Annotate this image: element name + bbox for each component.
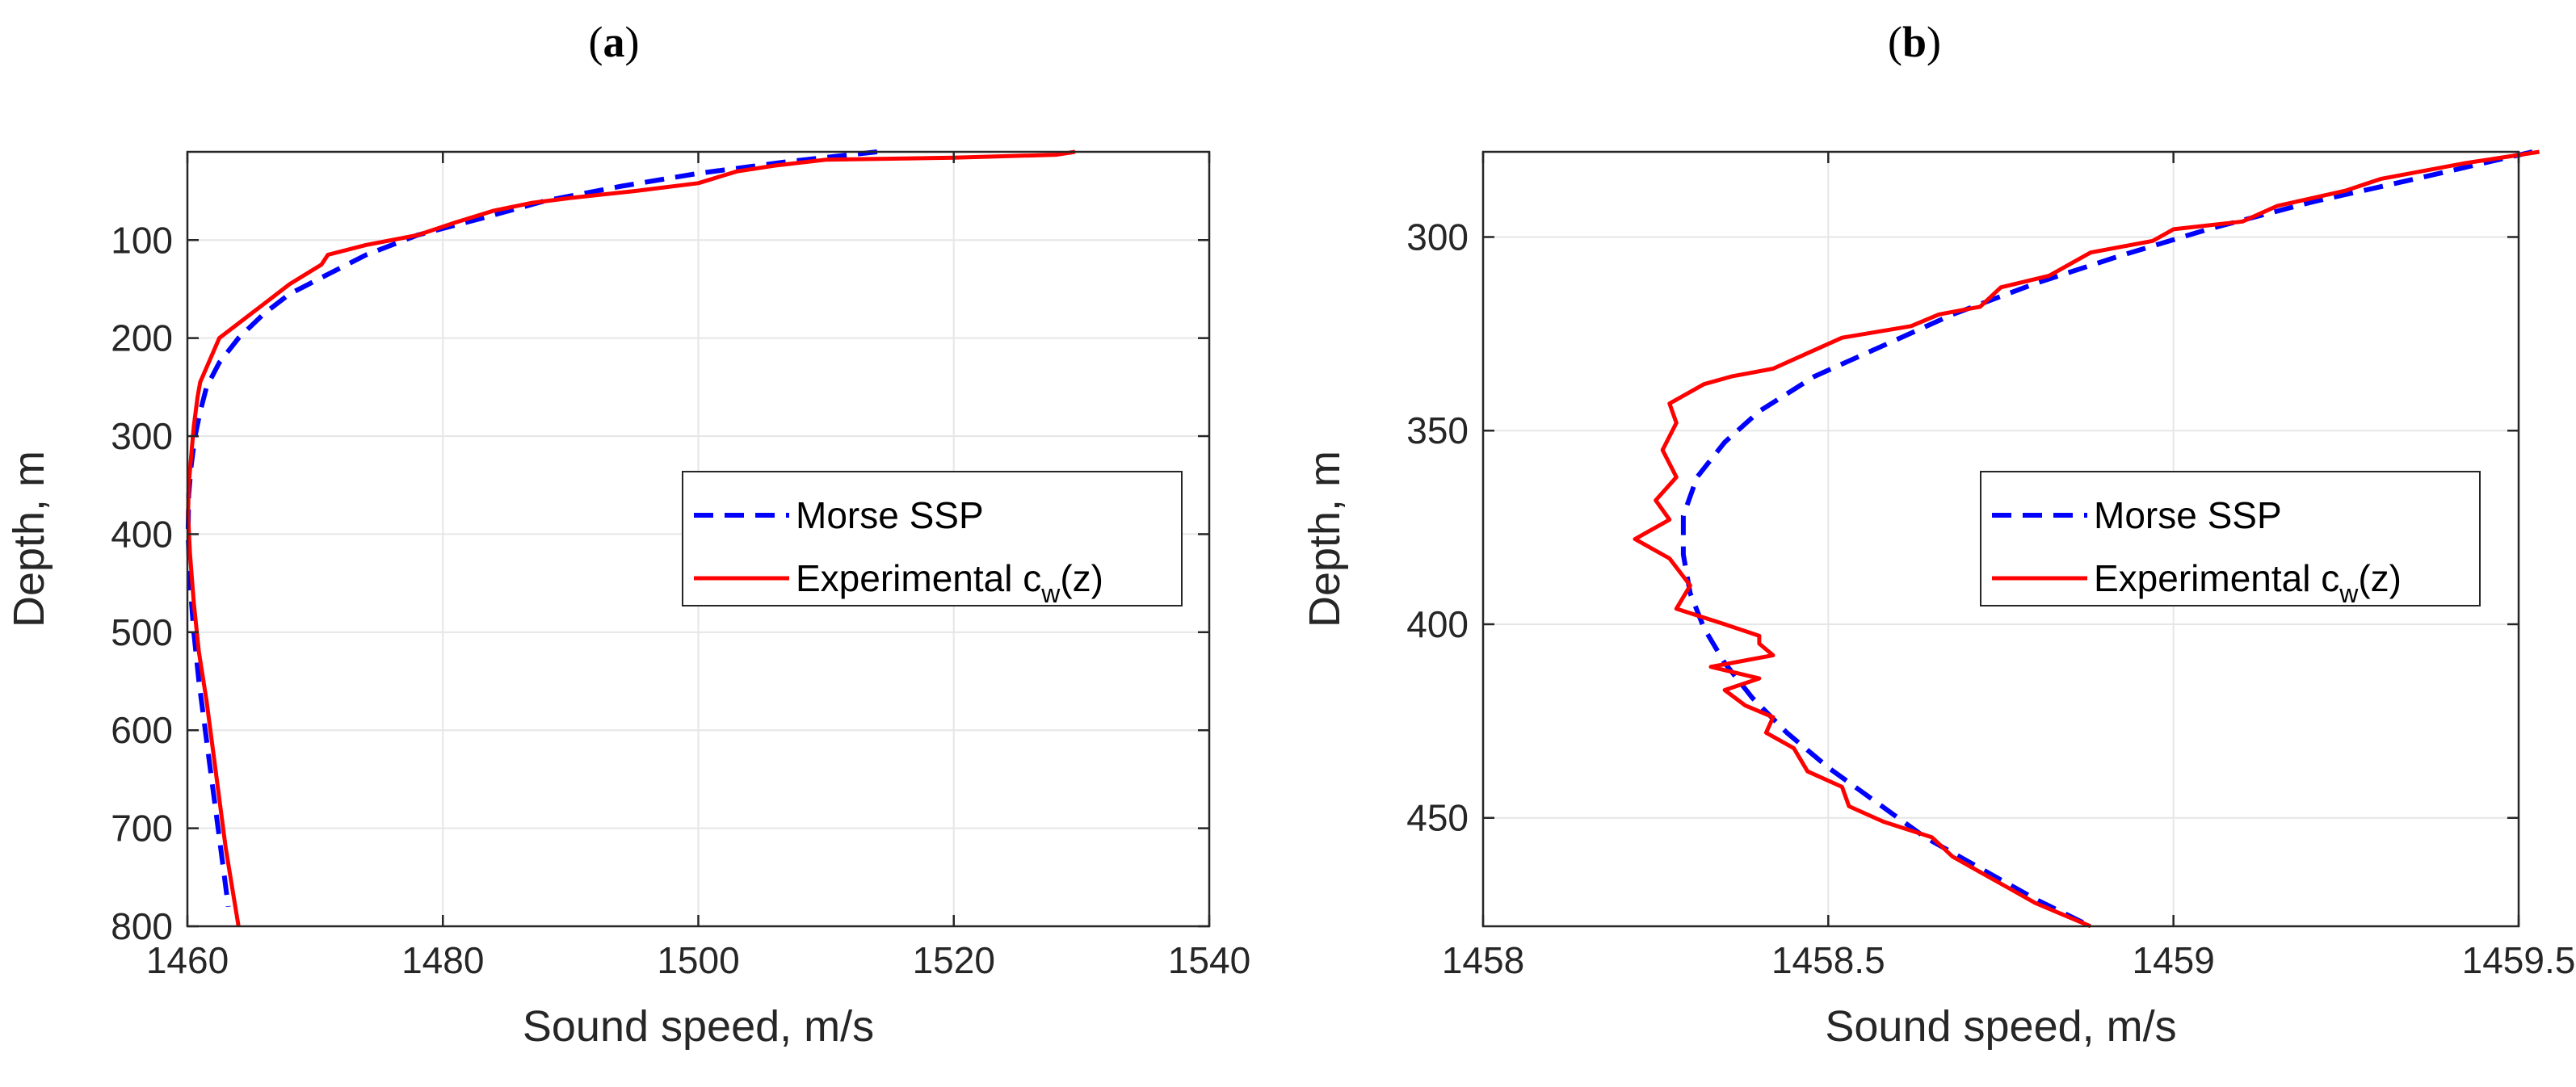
chart-panel-a: (a) 1460 1480 1500 1520 1540 100 200 300 400 500 60… bbox=[5, 18, 1250, 1051]
series-line-experimental bbox=[1633, 149, 2540, 929]
series-line-experimental bbox=[186, 149, 1076, 927]
chart-panel-b: (b) 1458 1458.5 1459 1459.5 300 350 400 450 Sound… bbox=[1301, 18, 2575, 1051]
panel-label-open: ( bbox=[589, 18, 603, 66]
legend-label: Morse SSP bbox=[2094, 494, 2282, 536]
legend-label-subscript: w bbox=[1040, 579, 1061, 608]
x-tick-label: 1458 bbox=[1442, 939, 1524, 981]
y-tick-label: 600 bbox=[111, 709, 173, 751]
legend-box bbox=[1980, 471, 2481, 606]
y-axis-title: Depth, m bbox=[5, 451, 53, 627]
legend-label-subscript: w bbox=[2339, 579, 2359, 608]
x-axis-title: Sound speed, m/s bbox=[523, 1002, 874, 1051]
panel-label: (b) bbox=[1888, 18, 1941, 66]
y-tick-label: 800 bbox=[111, 905, 173, 947]
x-tick-label: 1540 bbox=[1168, 939, 1250, 981]
legend-label-main: Experimental c bbox=[796, 557, 1041, 599]
y-tick-label: 400 bbox=[111, 513, 173, 555]
x-tick-label: 1460 bbox=[146, 939, 229, 981]
panel-label-letter: b bbox=[1902, 18, 1927, 66]
legend: Morse SSP Experimental cw(z) bbox=[1980, 471, 2481, 608]
panel-label-open: ( bbox=[1888, 18, 1902, 66]
panel-label: (a) bbox=[589, 18, 640, 66]
y-tick-label: 450 bbox=[1406, 797, 1469, 839]
axes-box bbox=[1481, 150, 2520, 928]
legend-label-suffix: (z) bbox=[1060, 557, 1103, 599]
y-tick-label: 200 bbox=[111, 317, 173, 359]
x-tick-label: 1480 bbox=[401, 939, 484, 981]
y-tick-label: 300 bbox=[1406, 216, 1469, 258]
x-tick-label: 1520 bbox=[913, 939, 995, 981]
x-tick-label: 1459.5 bbox=[2462, 939, 2576, 981]
y-tick-label: 700 bbox=[111, 808, 173, 850]
legend: Morse SSP Experimental cw(z) bbox=[682, 471, 1183, 608]
y-tick-label: 300 bbox=[111, 415, 173, 457]
panel-label-letter: a bbox=[603, 18, 625, 66]
legend-label-main: Morse SSP bbox=[2094, 494, 2282, 536]
y-tick-label: 100 bbox=[111, 219, 173, 261]
legend-label: Experimental cw(z) bbox=[2094, 557, 2402, 608]
x-axis-title: Sound speed, m/s bbox=[1825, 1002, 2176, 1051]
legend-label-suffix: (z) bbox=[2358, 557, 2402, 599]
x-tick-label: 1459 bbox=[2132, 939, 2214, 981]
x-tick-label: 1458.5 bbox=[1771, 939, 1885, 981]
legend-label-main: Morse SSP bbox=[796, 494, 984, 536]
legend-label: Experimental cw(z) bbox=[796, 557, 1103, 608]
legend-label: Morse SSP bbox=[796, 494, 984, 536]
y-tick-label: 400 bbox=[1406, 603, 1469, 645]
y-tick-label: 500 bbox=[111, 611, 173, 653]
y-tick-label: 350 bbox=[1406, 409, 1469, 451]
legend-box bbox=[682, 471, 1183, 606]
legend-label-main: Experimental c bbox=[2094, 557, 2339, 599]
panel-label-close: ) bbox=[1927, 18, 1941, 66]
y-axis-title: Depth, m bbox=[1301, 451, 1349, 627]
series-line-morse-ssp bbox=[1680, 149, 2533, 929]
x-tick-label: 1500 bbox=[657, 939, 739, 981]
panel-label-close: ) bbox=[625, 18, 640, 66]
